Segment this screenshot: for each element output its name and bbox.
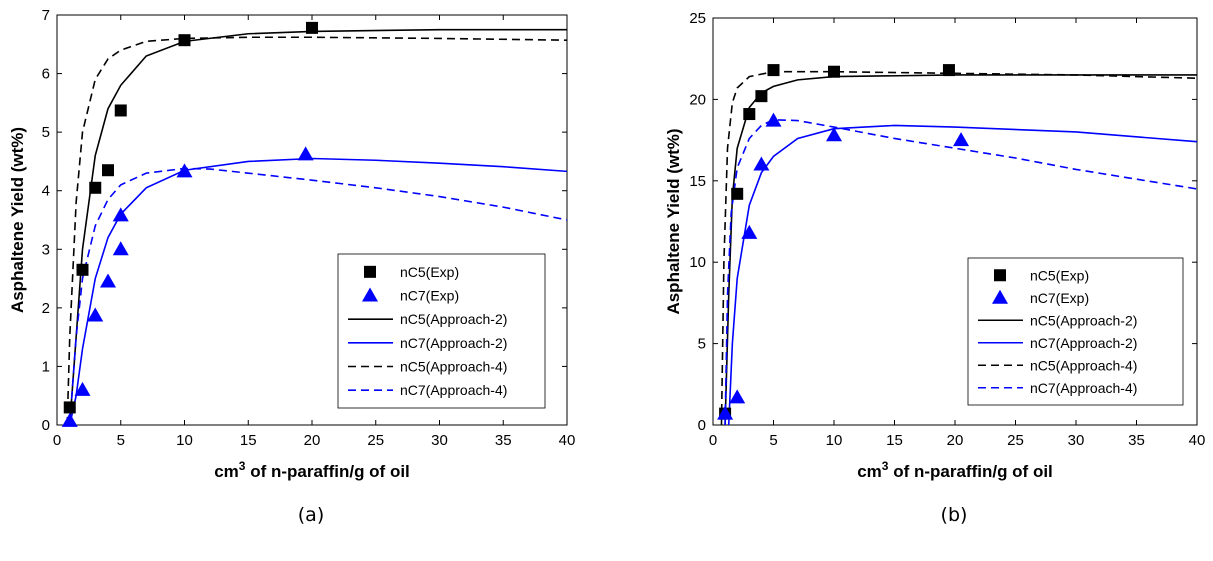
legend-label: nC5(Exp) xyxy=(400,264,459,280)
y-tick-label: 5 xyxy=(42,124,50,141)
x-tick-label: 25 xyxy=(1007,432,1024,449)
y-tick-label: 0 xyxy=(698,417,706,434)
square-marker xyxy=(306,21,318,34)
square-marker xyxy=(178,34,191,47)
caption: (a) xyxy=(298,504,324,526)
square-marker xyxy=(994,269,1006,282)
y-tick-label: 1 xyxy=(42,358,50,375)
x-tick-label: 30 xyxy=(431,432,448,449)
legend-label: nC7(Approach-2) xyxy=(1030,335,1137,351)
x-tick-label: 40 xyxy=(1189,432,1206,449)
legend-label: nC7(Approach-2) xyxy=(400,335,507,351)
y-tick-label: 4 xyxy=(42,183,50,200)
triangle-marker xyxy=(953,132,970,147)
square-marker xyxy=(102,164,114,177)
triangle-marker xyxy=(765,112,782,127)
legend-label: nC5(Approach-4) xyxy=(1030,357,1137,373)
y-tick-label: 25 xyxy=(689,10,706,27)
plot: 0 5 10 15 20 25 30 35 40 0 5 10 15 20 25 nC5(Exp) nC7(Ex… xyxy=(664,10,1205,526)
square-marker xyxy=(942,64,955,77)
x-tick-label: 10 xyxy=(176,432,193,449)
caption: (b) xyxy=(941,504,968,526)
square-marker xyxy=(89,181,102,194)
y-tick-label: 6 xyxy=(42,66,50,83)
triangle-marker xyxy=(100,273,116,288)
triangle-marker xyxy=(729,389,746,404)
triangle-marker xyxy=(87,307,104,322)
triangle-marker xyxy=(753,156,770,171)
x-tick-label: 15 xyxy=(240,432,257,449)
x-axis-label-part: of n-paraffin/g of oil xyxy=(245,462,409,481)
triangle-marker xyxy=(112,207,129,222)
square-marker xyxy=(755,90,768,103)
x-tick-label: 5 xyxy=(769,432,777,449)
x-tick-label: 0 xyxy=(53,432,61,449)
triangle-marker xyxy=(297,146,314,161)
square-marker xyxy=(743,108,756,121)
y-tick-label: 5 xyxy=(698,336,706,353)
legend-box xyxy=(337,253,546,409)
y-tick-label: 10 xyxy=(689,254,706,271)
legend-label: nC7(Approach-4) xyxy=(1030,380,1137,396)
x-tick-label: 0 xyxy=(709,432,717,449)
triangle-marker xyxy=(826,127,842,142)
legend-box xyxy=(967,257,1184,406)
x-tick-label: 40 xyxy=(559,432,576,449)
x-axis-label-sup: 3 xyxy=(239,459,246,473)
x-axis-label-part: cm xyxy=(857,462,882,481)
x-axis-label-part: cm xyxy=(214,462,239,481)
y-tick-label: 20 xyxy=(689,91,706,108)
x-tick-label: 5 xyxy=(117,432,125,449)
curve xyxy=(68,157,567,425)
square-marker xyxy=(114,104,127,117)
x-axis-label-sup: 3 xyxy=(882,459,889,473)
triangle-marker xyxy=(74,381,91,396)
plot: 0 5 10 15 20 25 30 35 40 0 1 2 3 4 5 6 7 nC5(Exp) nC7(Exp)… xyxy=(8,7,575,526)
square-marker xyxy=(767,64,780,77)
x-axis-label: cm3 of n-paraffin/g of oil xyxy=(857,459,1053,481)
triangle-marker xyxy=(992,289,1008,304)
curve xyxy=(727,124,1197,425)
x-tick-label: 35 xyxy=(495,432,512,449)
curve xyxy=(66,36,567,425)
y-tick-label: 3 xyxy=(42,241,50,258)
x-tick-label: 20 xyxy=(304,432,321,449)
legend-label: nC5(Exp) xyxy=(1030,267,1089,283)
legend-label: nC7(Exp) xyxy=(1030,290,1089,306)
x-axis-label-part: of n-paraffin/g of oil xyxy=(888,462,1052,481)
x-tick-label: 25 xyxy=(367,432,384,449)
triangle-marker xyxy=(176,163,193,178)
x-tick-label: 15 xyxy=(886,432,903,449)
triangle-marker xyxy=(717,405,734,420)
square-marker xyxy=(76,263,89,276)
triangle-marker xyxy=(112,241,129,256)
triangle-marker xyxy=(741,224,758,239)
y-axis-label: Asphaltene Yield (wt%) xyxy=(8,127,27,313)
legend-label: nC5(Approach-2) xyxy=(1030,312,1137,328)
legend-label: nC5(Approach-4) xyxy=(400,359,507,375)
y-tick-label: 15 xyxy=(689,173,706,190)
square-marker xyxy=(63,401,76,414)
y-tick-label: 2 xyxy=(42,300,50,317)
x-tick-label: 35 xyxy=(1128,432,1145,449)
square-marker xyxy=(364,265,376,278)
y-tick-label: 0 xyxy=(42,417,50,434)
x-axis-label: cm3 of n-paraffin/g of oil xyxy=(214,459,410,481)
x-tick-label: 10 xyxy=(826,432,843,449)
y-axis-label: Asphaltene Yield (wt%) xyxy=(664,128,683,314)
legend-label: nC5(Approach-2) xyxy=(400,311,507,327)
square-marker xyxy=(731,187,744,200)
x-tick-label: 30 xyxy=(1068,432,1085,449)
square-marker xyxy=(828,65,840,78)
legend-label: nC7(Exp) xyxy=(400,288,459,304)
triangle-marker xyxy=(362,287,378,302)
curve xyxy=(720,70,1197,425)
legend-label: nC7(Approach-4) xyxy=(400,382,507,398)
x-tick-label: 20 xyxy=(947,432,964,449)
triangle-marker xyxy=(61,412,78,427)
y-tick-label: 7 xyxy=(42,7,50,24)
